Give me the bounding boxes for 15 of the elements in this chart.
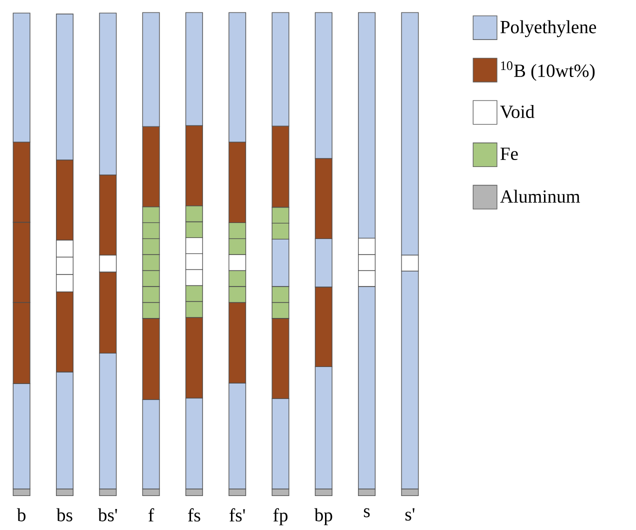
x-tick-label: fs: [188, 508, 200, 522]
legend-label: Void: [500, 104, 534, 118]
x-tick-label: s': [405, 508, 414, 521]
x-tick-label: bp: [314, 508, 332, 526]
x-tick-label: fs': [230, 508, 245, 522]
legend-label: Fe: [500, 148, 518, 160]
x-tick-label: b: [16, 508, 26, 522]
x-tick-label: fp: [273, 508, 288, 526]
x-tick-label: f: [148, 508, 154, 522]
legend-label: Aluminum: [500, 190, 580, 203]
x-tick-label: s: [364, 508, 370, 518]
x-tick-label: bs': [98, 508, 117, 522]
legend-label: $^{10}$B (10wt%): [501, 61, 595, 81]
x-tick-label: bs: [56, 508, 72, 522]
legend-label: Polyethylene: [500, 20, 596, 38]
